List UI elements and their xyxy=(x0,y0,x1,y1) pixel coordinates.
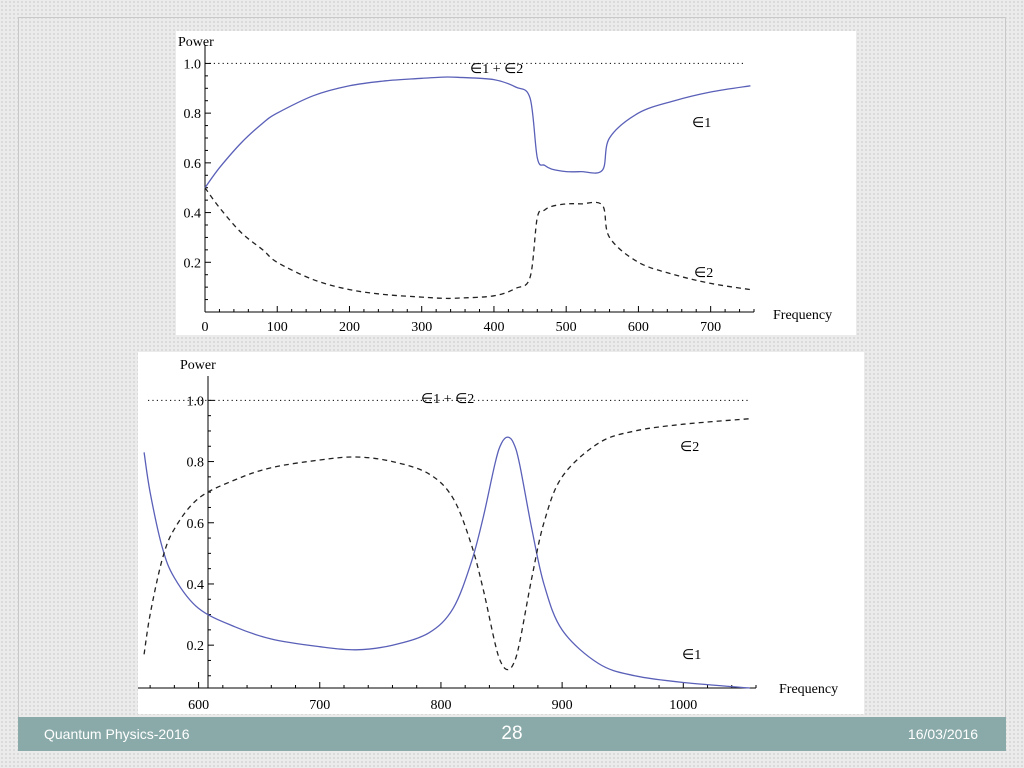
y-tick-label: 0.8 xyxy=(184,107,202,122)
y-tick-label: 0.4 xyxy=(184,207,202,222)
y-axis-title: Power xyxy=(180,358,216,373)
series-label: ∈1 xyxy=(682,648,701,663)
x-tick-label: 500 xyxy=(556,320,577,335)
footer-course-title: Quantum Physics-2016 xyxy=(44,726,190,742)
reference-line-label: ∈1 + ∈2 xyxy=(470,62,523,77)
series-line-epsilon2 xyxy=(204,187,751,300)
y-tick-label: 0.2 xyxy=(184,256,202,271)
y-tick-label: 0.6 xyxy=(184,157,202,172)
x-axis-title: Frequency xyxy=(773,308,832,323)
series-label: ∈2 xyxy=(680,440,699,455)
x-tick-label: 600 xyxy=(188,698,209,713)
x-tick-label: 300 xyxy=(411,320,432,335)
slide-number: 28 xyxy=(501,723,523,744)
y-tick-label: 0.2 xyxy=(187,639,205,654)
x-tick-label: 1000 xyxy=(669,698,697,713)
x-tick-label: 700 xyxy=(309,698,330,713)
chart-panel-bottom: 0.2 0.4 0.6 0.8 1.0 600 700 800 900 1000 Power Freq… xyxy=(138,352,864,714)
y-tick-label: 1.0 xyxy=(184,57,202,72)
chart-bottom-svg: 0.2 0.4 0.6 0.8 1.0 600 700 800 900 1000 Power Freq… xyxy=(138,358,838,713)
chart-panel-top: 0.2 0.4 0.6 0.8 1.0 0 100 200 300 400 500 600 700 Pow… xyxy=(176,31,856,335)
x-axis-title: Frequency xyxy=(779,682,838,697)
x-tick-label: 700 xyxy=(700,320,721,335)
reference-line-label: ∈1 + ∈2 xyxy=(421,392,474,407)
series-line-epsilon2 xyxy=(143,418,750,671)
series-label: ∈1 xyxy=(692,116,711,131)
footer-bar: Quantum Physics-2016 28 16/03/2016 xyxy=(18,717,1006,751)
y-tick-label: 0.6 xyxy=(187,517,205,532)
y-tick-label: 0.4 xyxy=(187,578,205,593)
series-label: ∈2 xyxy=(694,266,713,281)
x-tick-label: 400 xyxy=(483,320,504,335)
x-tick-label: 900 xyxy=(552,698,573,713)
y-tick-label: 1.0 xyxy=(187,394,205,409)
x-tick-label: 200 xyxy=(339,320,360,335)
x-tick-label: 0 xyxy=(202,320,209,335)
series-line-epsilon1 xyxy=(143,436,750,689)
x-tick-label: 100 xyxy=(267,320,288,335)
x-tick-label: 800 xyxy=(430,698,451,713)
chart-top-svg: 0.2 0.4 0.6 0.8 1.0 0 100 200 300 400 500 600 700 Pow… xyxy=(178,35,832,335)
footer-date: 16/03/2016 xyxy=(907,726,978,742)
series-line-epsilon1 xyxy=(204,76,751,189)
y-axis-title: Power xyxy=(178,35,214,50)
y-tick-label: 0.8 xyxy=(187,456,205,471)
x-tick-label: 600 xyxy=(628,320,649,335)
